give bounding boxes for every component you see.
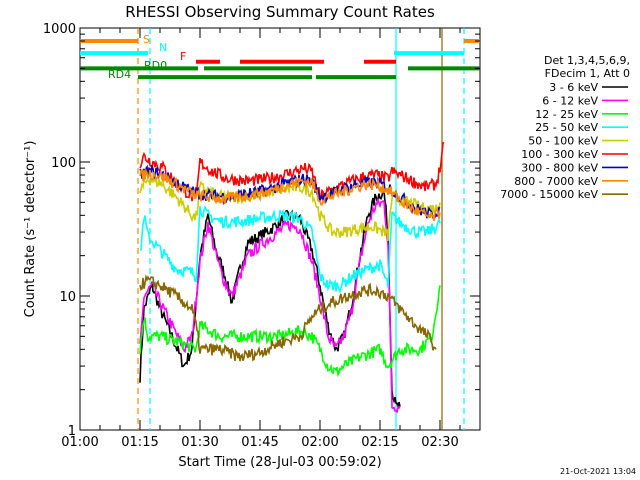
y-tick-label-0: 1: [68, 424, 76, 439]
x-tick-label-4: 02:00: [301, 435, 338, 450]
legend-label-3: 25 - 50 keV: [535, 121, 598, 134]
series-lines: [139, 141, 445, 414]
x-axis-label: Start Time (28-Jul-03 00:59:02): [178, 455, 381, 470]
y-axis-label: Count Rate (s⁻¹ detector⁻¹): [23, 141, 38, 318]
x-tick-label-5: 02:15: [361, 435, 398, 450]
legend-label-7: 800 - 7000 keV: [514, 175, 598, 188]
y-tick-label-3: 1000: [43, 22, 76, 37]
legend-label-4: 50 - 100 keV: [528, 135, 598, 148]
x-tick-label-0: 01:00: [61, 435, 98, 450]
x-tick-label-6: 02:30: [421, 435, 458, 450]
x-tick-label-3: 01:45: [241, 435, 278, 450]
series-line-7: [139, 168, 441, 221]
series-line-3: [139, 205, 441, 294]
state-bar-label-rd4: RD4: [108, 68, 131, 81]
legend-header-line-2: FDecim 1, Att 0: [545, 67, 630, 80]
legend-label-0: 3 - 6 keV: [549, 81, 598, 94]
legend-label-5: 100 - 300 keV: [521, 148, 598, 161]
plot-area: SNF RD0 RD4: [79, 27, 481, 431]
x-tick-label-2: 01:30: [181, 435, 218, 450]
y-axis: 1 10 100 1000: [43, 22, 480, 439]
chart-title: RHESSI Observing Summary Count Rates: [125, 3, 435, 21]
x-tick-label-1: 01:15: [121, 435, 158, 450]
state-bar-label-s: S: [143, 33, 150, 46]
y-tick-label-2: 100: [51, 156, 76, 171]
y-tick-label-1: 10: [59, 290, 76, 305]
legend: Det 1,3,4,5,6,9, FDecim 1, Att 0 3 - 6 k…: [500, 54, 630, 201]
series-line-6: [139, 164, 441, 219]
legend-label-8: 7000 - 15000 keV: [500, 188, 598, 201]
legend-label-6: 300 - 800 keV: [521, 161, 598, 174]
state-bar-label-n: N: [159, 41, 167, 54]
series-line-8: [139, 273, 437, 362]
state-bar-label-f: F: [180, 50, 186, 63]
state-bar-label-rd0: RD0: [144, 59, 167, 72]
legend-header-line-1: Det 1,3,4,5,6,9,: [544, 54, 630, 67]
footer-date: 21-Oct-2021 13:04: [560, 467, 636, 476]
vertical-markers: [137, 28, 465, 430]
legend-label-1: 6 - 12 keV: [542, 94, 598, 107]
state-bars: SNF RD0 RD4: [80, 33, 480, 81]
x-axis: 01:00 01:15 01:30 01:45 02:00 02:15 02:30: [61, 28, 481, 450]
series-line-2: [139, 285, 441, 378]
legend-label-2: 12 - 25 keV: [535, 108, 598, 121]
